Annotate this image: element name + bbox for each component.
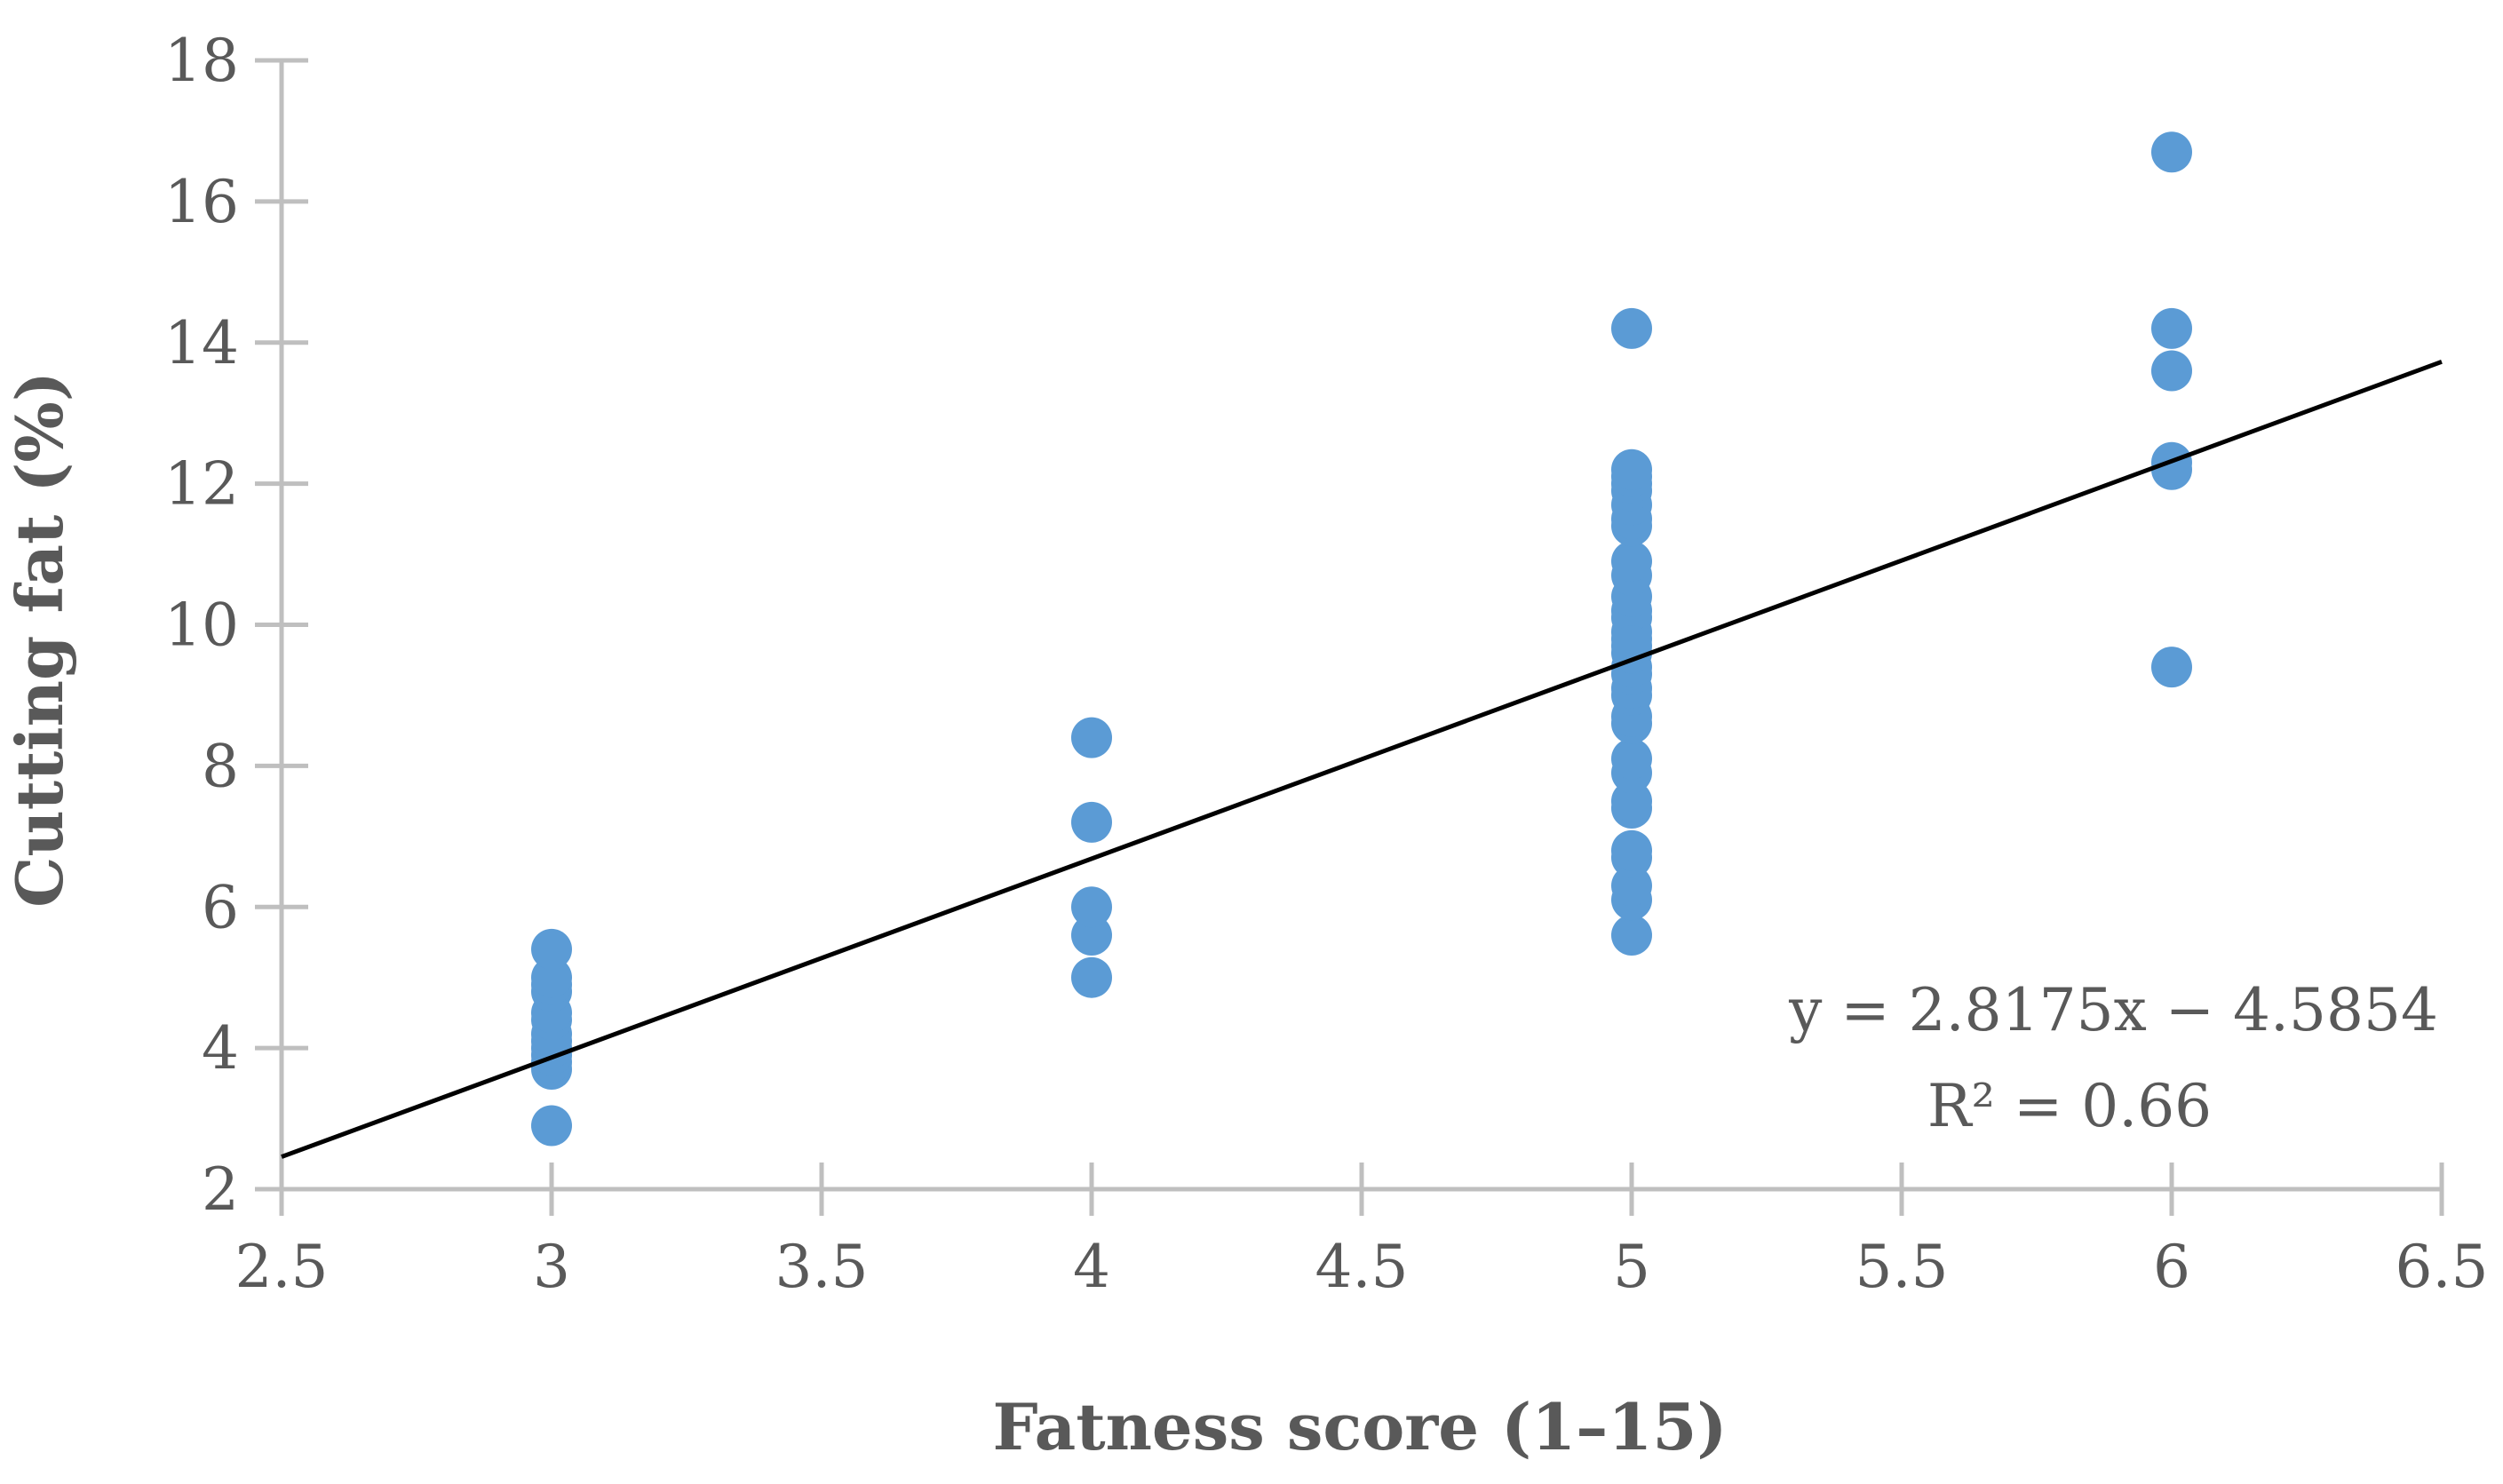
x-tick-label: 3.5 [775, 1233, 869, 1301]
y-tick-label: 14 [164, 309, 239, 377]
x-tick-label: 4 [1073, 1233, 1110, 1301]
data-point [531, 1105, 572, 1147]
data-point [1611, 915, 1652, 956]
x-tick-label: 2.5 [235, 1233, 329, 1301]
data-point [1611, 448, 1652, 490]
data-point [1071, 956, 1112, 998]
y-tick-label: 2 [202, 1155, 239, 1224]
data-point [1071, 886, 1112, 928]
y-tick-label: 12 [164, 450, 239, 519]
x-tick-label: 6 [2153, 1233, 2190, 1301]
data-point [1071, 801, 1112, 843]
data-points [531, 131, 2192, 1147]
x-tick-label: 6.5 [2396, 1233, 2489, 1301]
y-tick-label: 10 [164, 591, 239, 660]
y-tick-label: 18 [164, 27, 239, 95]
data-point [1611, 829, 1652, 871]
data-point [1071, 915, 1112, 956]
y-tick-label: 8 [202, 732, 239, 800]
data-point [1611, 865, 1652, 907]
data-point [1611, 781, 1652, 822]
y-tick-label: 4 [202, 1014, 239, 1083]
data-point [2151, 350, 2192, 392]
trendline [281, 359, 2443, 1159]
data-point [2151, 131, 2192, 173]
y-axis-ticks: 2 4 6 8 10 12 14 16 18 [164, 27, 308, 1224]
y-tick-label: 16 [164, 168, 239, 236]
x-tick-label: 5.5 [1855, 1233, 1949, 1301]
r-squared-label: R² = 0.66 [1927, 1072, 2212, 1140]
data-point [531, 928, 572, 970]
x-tick-label: 5 [1613, 1233, 1650, 1301]
data-point [1071, 717, 1112, 758]
data-point [2151, 307, 2192, 349]
data-point [2151, 647, 2192, 688]
data-point [1611, 307, 1652, 349]
data-point [1611, 541, 1652, 583]
data-point [531, 956, 572, 998]
x-axis-ticks: 2.5 3 3.5 4 4.5 5 5.5 6 6.5 [235, 1163, 2489, 1301]
data-point [1611, 738, 1652, 780]
y-axis-title: Cutting fat (%) [2, 371, 77, 908]
y-tick-label: 6 [202, 873, 239, 941]
x-tick-label: 3 [533, 1233, 570, 1301]
x-tick-label: 4.5 [1315, 1233, 1409, 1301]
trendline-equation: y = 2.8175x − 4.5854 [1788, 976, 2438, 1044]
x-axis-title: Fatness score (1–15) [992, 1389, 1727, 1464]
